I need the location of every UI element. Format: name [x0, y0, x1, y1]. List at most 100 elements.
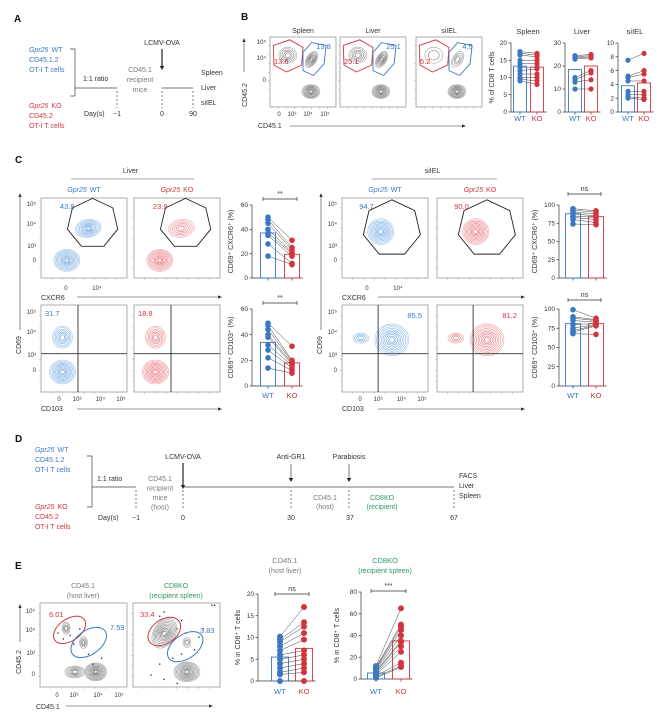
pair-line [574, 56, 592, 59]
contour-line [385, 334, 398, 346]
data-point-wt [570, 317, 576, 324]
event-dot [176, 628, 178, 630]
contour-line [378, 55, 385, 64]
recipient-label: mice [153, 495, 168, 502]
contour-line [375, 52, 388, 67]
data-point-wt [277, 638, 283, 645]
chart-title: CD45.1 [272, 556, 297, 565]
flow-title: CD8KO [164, 583, 189, 590]
x-tick-label: 10⁴ [303, 111, 313, 118]
contour-line [56, 366, 69, 378]
contour-population [469, 323, 505, 357]
header-wt-gene: Gpr25 [368, 187, 388, 194]
contour-population [151, 618, 178, 649]
contour-line [64, 625, 68, 631]
contour-line [448, 85, 466, 99]
y-tick-label: 30 [554, 40, 562, 47]
contour-line [51, 362, 74, 382]
contour-population [375, 50, 389, 68]
contour-line [147, 328, 164, 346]
contour-line [183, 638, 191, 647]
contour-population [84, 662, 107, 682]
contour-line [368, 219, 393, 244]
donor-wt-congenic: CD45.1.2 [35, 457, 65, 464]
contour-line [283, 51, 293, 60]
contour-line [451, 335, 461, 342]
y-tick-label: 5 [250, 656, 254, 663]
y-tick-label: 100 [544, 306, 555, 313]
contour-center [432, 54, 435, 57]
category-label-wt: WT [274, 687, 286, 696]
x-tick-label: 10⁵ [114, 692, 124, 699]
y-tick-label: 100 [544, 202, 555, 209]
category-label-ko: KO [299, 687, 310, 696]
contour-center [485, 338, 488, 341]
y-tick-label: 0 [263, 78, 267, 84]
recipient-label: recipient [127, 77, 154, 84]
pair-line [375, 662, 402, 676]
pair-line [519, 80, 538, 85]
contour-line [355, 52, 361, 58]
data-point-wt [265, 326, 271, 333]
header-wt-gene: Gpr25 [67, 187, 87, 194]
data-point-ko [398, 643, 404, 650]
pair-line [375, 651, 402, 675]
donor-ko-label-gene: Gpr25 [35, 504, 55, 511]
y-tick-label: 20 [247, 591, 255, 598]
data-point-wt [265, 232, 271, 239]
contour-line [156, 257, 164, 264]
pair-line [375, 666, 402, 679]
data-point-wt [277, 664, 283, 671]
y-tick-label: 60 [350, 611, 358, 618]
x-axis-label: CD45.1 [258, 123, 282, 130]
contour-population [447, 84, 467, 99]
day-value: 0 [160, 111, 164, 118]
data-point-wt [265, 334, 271, 341]
pair-line [574, 54, 592, 56]
contour-line [83, 224, 94, 233]
x-tick-label: 10³ [374, 397, 383, 403]
data-point-ko [398, 639, 404, 646]
contour-line [305, 52, 318, 67]
data-point-wt [572, 56, 578, 62]
data-point-ko [588, 86, 594, 92]
y-tick-label: 10⁴ [27, 221, 37, 228]
contour-line [59, 254, 74, 267]
data-point-ko [641, 71, 647, 77]
event-dot [79, 628, 81, 630]
day-label: Day(s) [84, 111, 105, 118]
data-point-wt [265, 365, 271, 371]
plot-frame [341, 197, 429, 279]
contour-line [147, 250, 172, 271]
contour-line [183, 669, 191, 675]
pair-line [279, 650, 305, 656]
contour-line [153, 370, 158, 374]
event-dot [159, 615, 161, 617]
y-tick-label: 10⁴ [26, 627, 36, 634]
flow-plot-c-bottom: 85.5 [340, 304, 429, 394]
y-tick-label: 10 [554, 86, 562, 93]
pair-line [267, 216, 293, 241]
chart-title: CD8KO [372, 556, 398, 565]
pair-line [375, 646, 402, 674]
data-point-wt [572, 79, 578, 85]
contour-line [168, 218, 195, 238]
contour-line [453, 54, 462, 65]
contour-center [82, 641, 85, 644]
pair-line [267, 357, 293, 371]
tissue-label: Spleen [201, 70, 223, 77]
contour-population [278, 46, 298, 64]
ratio-label: 1:1 ratio [97, 476, 122, 483]
y-tick-label: 10⁵ [27, 309, 37, 316]
plot-frame [341, 304, 429, 393]
contour-line [91, 668, 100, 676]
dot-plot-c-liver-cxcr6: 0 20 40 60 CD69⁺ CXCR6⁺ (%) ** [228, 191, 303, 282]
contour-line [69, 668, 81, 676]
pair-line [519, 68, 538, 71]
contour-population [462, 218, 489, 245]
pair-line [572, 215, 597, 218]
donor-ko-label-genotype: KO [57, 504, 68, 511]
flow-plot-c-top: 23.9 [132, 197, 221, 280]
contour-center [356, 54, 359, 57]
flow-plot-c-bottom: 31.7 [39, 304, 128, 394]
